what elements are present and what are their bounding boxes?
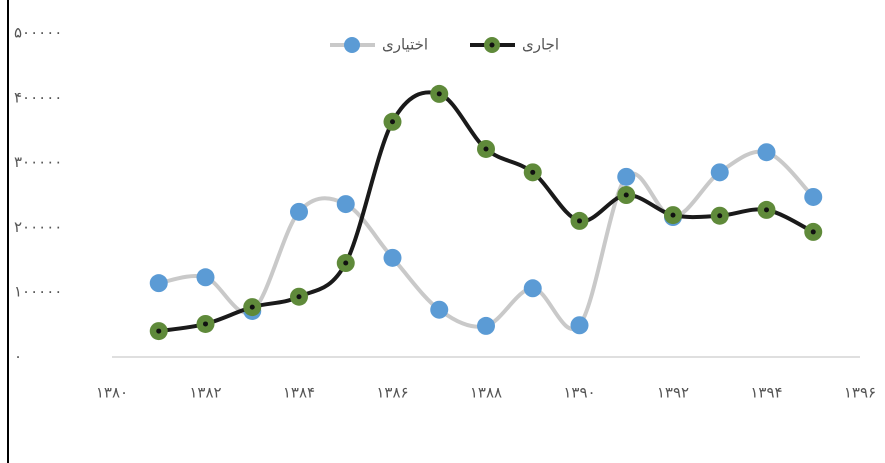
y-tick-label: ۴۰۰۰۰۰: [14, 88, 62, 106]
x-tick-label: ۱۳۸۴: [283, 384, 315, 402]
data-point: [290, 203, 308, 221]
data-point: [571, 316, 589, 334]
data-point: [524, 279, 542, 297]
data-point: [617, 168, 635, 186]
y-tick-label: ۵۰۰۰۰۰: [14, 24, 62, 42]
data-point: [337, 195, 355, 213]
data-point-center: [530, 170, 535, 175]
data-point-center: [437, 91, 442, 96]
data-point: [384, 249, 402, 267]
legend-label: اجاری: [522, 36, 559, 54]
data-point: [197, 268, 215, 286]
legend-marker-center: [490, 43, 495, 48]
data-point: [758, 143, 776, 161]
data-point-center: [577, 218, 582, 223]
y-tick-label: ۰: [14, 348, 22, 366]
x-tick-label: ۱۳۸۶: [376, 384, 408, 402]
data-point-center: [250, 305, 255, 310]
data-point: [804, 188, 822, 206]
y-tick-label: ۳۰۰۰۰۰: [14, 153, 62, 171]
x-tick-label: ۱۳۹۲: [657, 384, 689, 402]
data-point: [711, 163, 729, 181]
x-tick-label: ۱۳۹۴: [750, 384, 782, 402]
x-tick-label: ۱۳۸۰: [96, 384, 128, 402]
x-tick-label: ۱۳۹۰: [563, 384, 595, 402]
data-point-center: [297, 294, 302, 299]
y-tick-label: ۱۰۰۰۰۰: [14, 283, 62, 301]
data-point-center: [671, 213, 676, 218]
data-point-center: [484, 146, 489, 151]
data-point-center: [156, 329, 161, 334]
chart: ۰ ۱۰۰۰۰۰ ۲۰۰۰۰۰ ۳۰۰۰۰۰ ۴۰۰۰۰۰ ۵۰۰۰۰۰ ۱۳۸۰ ۱۳۸۲ ۱…: [0, 0, 885, 463]
data-point: [150, 274, 168, 292]
data-point-center: [764, 207, 769, 212]
x-tick-label: ۱۳۸۲: [189, 384, 221, 402]
legend-marker: [344, 37, 360, 53]
y-tick-label: ۲۰۰۰۰۰: [14, 218, 62, 236]
data-point-center: [811, 229, 816, 234]
x-tick-label: ۱۳۸۸: [470, 384, 502, 402]
data-point-center: [343, 261, 348, 266]
data-point-center: [390, 119, 395, 124]
legend-label: اختیاری: [382, 36, 428, 54]
data-point-center: [624, 193, 629, 198]
x-tick-label: ۱۳۹۶: [844, 384, 876, 402]
data-point-center: [717, 213, 722, 218]
data-point: [477, 317, 495, 335]
data-point: [430, 301, 448, 319]
data-point-center: [203, 321, 208, 326]
